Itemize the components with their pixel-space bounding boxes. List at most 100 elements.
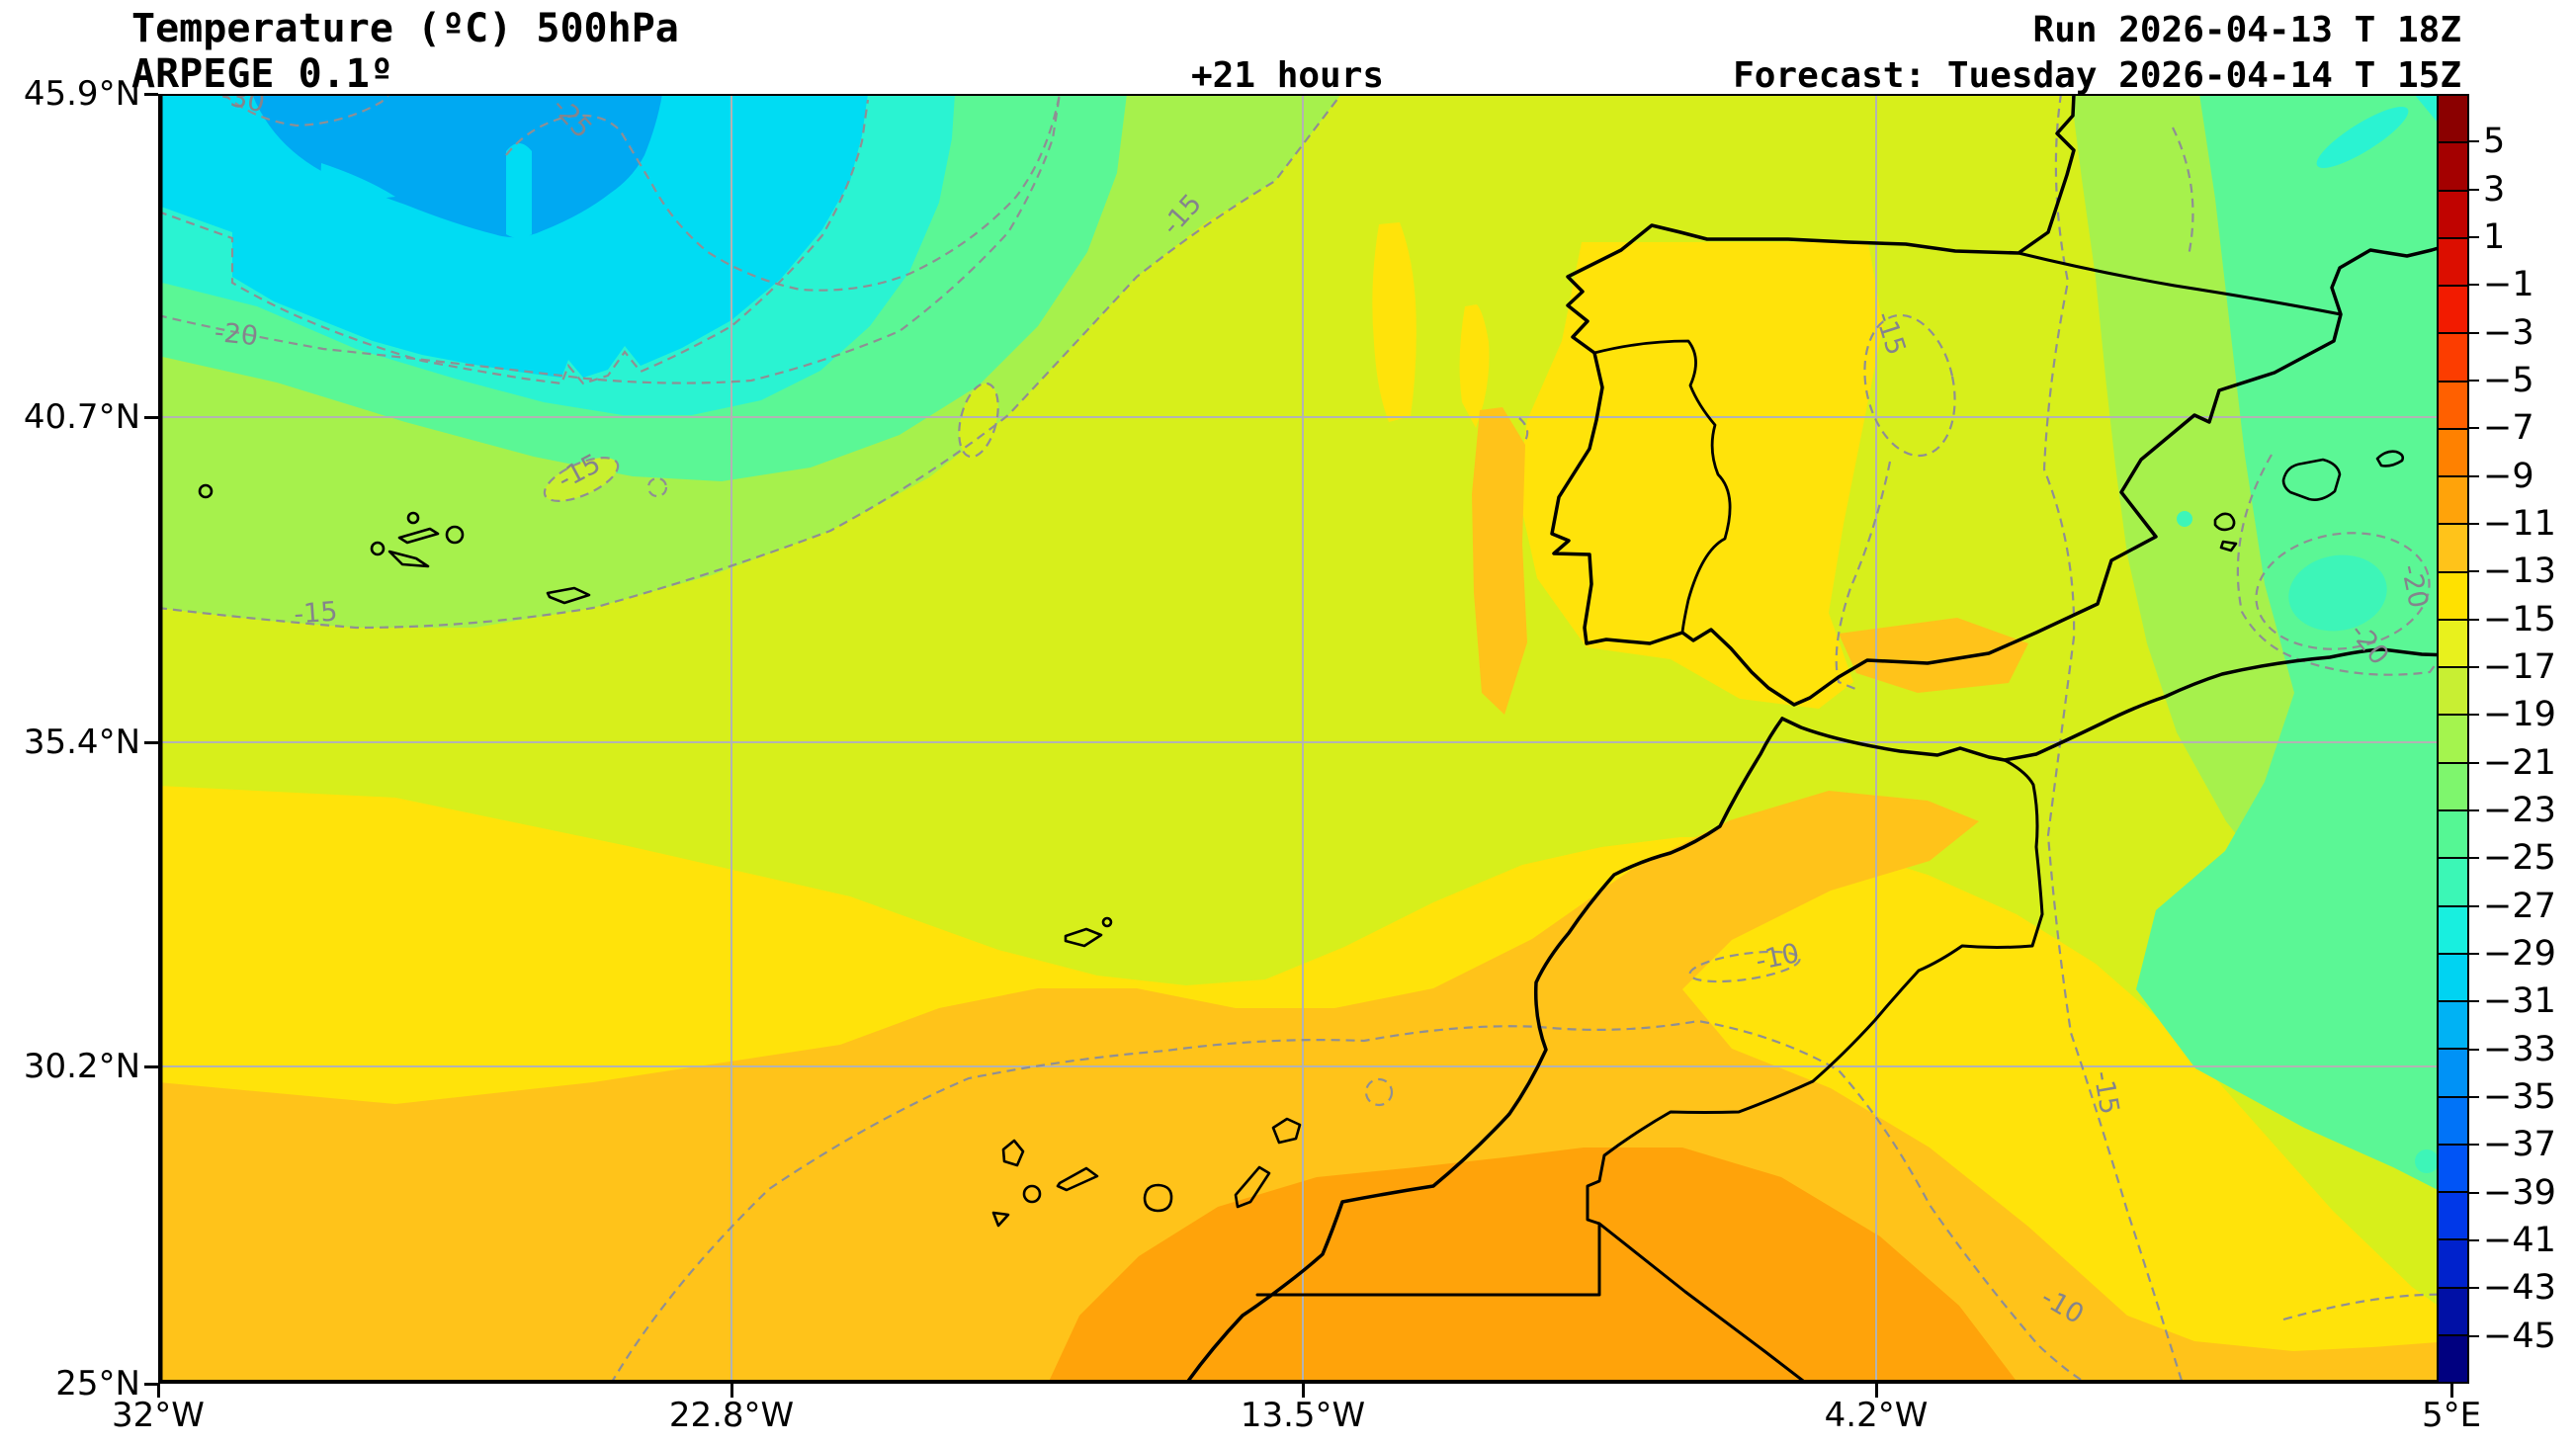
contour-pocket-b [543,457,620,502]
colorbar-segment [2439,810,2467,860]
colorbar-tick-mark [2467,331,2479,334]
colorbar-tick-label: −15 [2483,599,2556,639]
colorbar-segment [2439,1193,2467,1241]
x-tick-label: 22.8°W [668,1396,795,1435]
contour-pocket-a [958,382,999,459]
colorbar-segment [2439,668,2467,717]
band-yellow-finger-2 [1459,304,1490,428]
colorbar-segment [2439,238,2467,288]
coast-iberia-france [1550,92,2453,707]
y-tick-mark [144,740,158,744]
coastlines [1184,92,2453,1386]
colorbar-tick-mark [2467,474,2479,477]
band-blue-cold-pool [252,94,662,238]
contour-minus20-balearic-outer [2236,454,2452,676]
x-tick-label: 13.5°W [1240,1396,1366,1435]
contour-minus10-main [610,1019,2089,1385]
colorbar-tick-mark [2467,809,2479,811]
island-graciosa [406,511,420,525]
y-tick-mark [144,1064,158,1068]
band-turquoise-streak [2316,107,2409,168]
border-morocco-algeria-sahara [1255,758,2044,1386]
colorbar-segment [2439,96,2467,144]
island-la-gomera [1022,1184,1042,1204]
colorbar-tick-label: −1 [2483,265,2534,305]
contour-minus10-loop [1688,950,1801,983]
colorbar-segment [2439,334,2467,383]
colorbar-tick-label: −37 [2483,1125,2556,1165]
colorbar-segment [2439,525,2467,573]
colorbar-tick-mark [2467,140,2479,143]
island-menorca [2375,450,2405,468]
island-tenerife [1056,1166,1099,1192]
colorbar-tick-mark [2467,1239,2479,1241]
y-tick-label: 45.9°N [23,74,140,114]
colorbar-tick-mark [2467,904,2479,907]
y-tick-label: 25°N [55,1364,140,1403]
lead-time-label: +21 hours [1191,55,1385,96]
colorbar-segment [2439,1002,2467,1051]
colorbar-tick-mark [2467,666,2479,668]
colorbar-segment [2439,716,2467,764]
colorbar-tick-mark [2467,523,2479,525]
colorbar-tick-mark [2467,236,2479,238]
border-pyrenees [2017,251,2343,316]
contour-minus25-inner [505,93,1062,292]
island-terceira [445,525,465,545]
colorbar-segment [2439,620,2467,669]
coast-north-africa-mediterranean [1780,647,2453,762]
island-lanzarote [1271,1117,1302,1145]
island-sao-miguel [546,586,591,605]
colorbar-tick-label: −29 [2483,934,2556,974]
colorbar-segment [2439,572,2467,621]
colorbar-tick-label: −3 [2483,312,2534,353]
run-label: Run 2026-04-13 T 18Z [2032,10,2461,50]
page-title: Temperature (ºC) 500hPa [131,6,679,51]
colorbar-tick-label: −27 [2483,886,2556,926]
x-tick-mark [1301,1384,1305,1398]
colorbar-segment [2439,143,2467,192]
colorbar-tick-label: −21 [2483,742,2556,783]
map-fills [158,94,2451,1384]
colorbar-tick-mark [2467,188,2479,191]
colorbar-tick-mark [2467,570,2479,573]
contour-small-loop-canary [1364,1077,1394,1107]
island-porto-santo [1101,916,1113,928]
colorbar-segment [2439,382,2467,430]
colorbar-tick-mark [2467,1334,2479,1337]
contour-minus25-outer [157,99,870,385]
colorbar-tick-label: 5 [2483,122,2506,162]
colorbar-tick-label: −45 [2483,1316,2556,1356]
y-tick-label: 40.7°N [23,397,140,437]
y-tick-label: 35.4°N [23,723,140,762]
band-yellow-iberia [1517,242,1883,709]
island-mallorca [2281,458,2342,501]
colorbar-segment [2439,1240,2467,1289]
colorbar-tick-label: −17 [2483,647,2556,687]
y-tick-mark [144,1382,158,1386]
band-cyan-finger [319,163,395,205]
colorbar-segment [2439,1097,2467,1146]
colorbar-segment [2439,859,2467,907]
contour-lines [157,93,2452,1385]
x-tick-mark [730,1384,733,1398]
island-faial [370,541,386,556]
island-la-palma [1001,1139,1025,1167]
colorbar-tick-mark [2467,1144,2479,1147]
island-gran-canaria [1143,1183,1173,1213]
band-yellow-finger-1 [1372,222,1417,422]
colorbar-tick-label: −41 [2483,1221,2556,1260]
island-formentera [2219,540,2238,553]
x-tick-mark [1874,1384,1878,1398]
colorbar-tick-mark [2467,1048,2479,1051]
contour-label: -15 [293,597,338,631]
colorbar-tick-mark [2467,380,2479,382]
colorbar-tick-label: −25 [2483,838,2556,879]
colorbar-segment [2439,287,2467,335]
colorbar-segment [2439,429,2467,478]
contour-ne-france-arc [2172,127,2194,257]
colorbar-tick-mark [2467,1096,2479,1098]
colorbar-tick-label: 1 [2483,217,2506,257]
colorbar-segment [2439,477,2467,526]
